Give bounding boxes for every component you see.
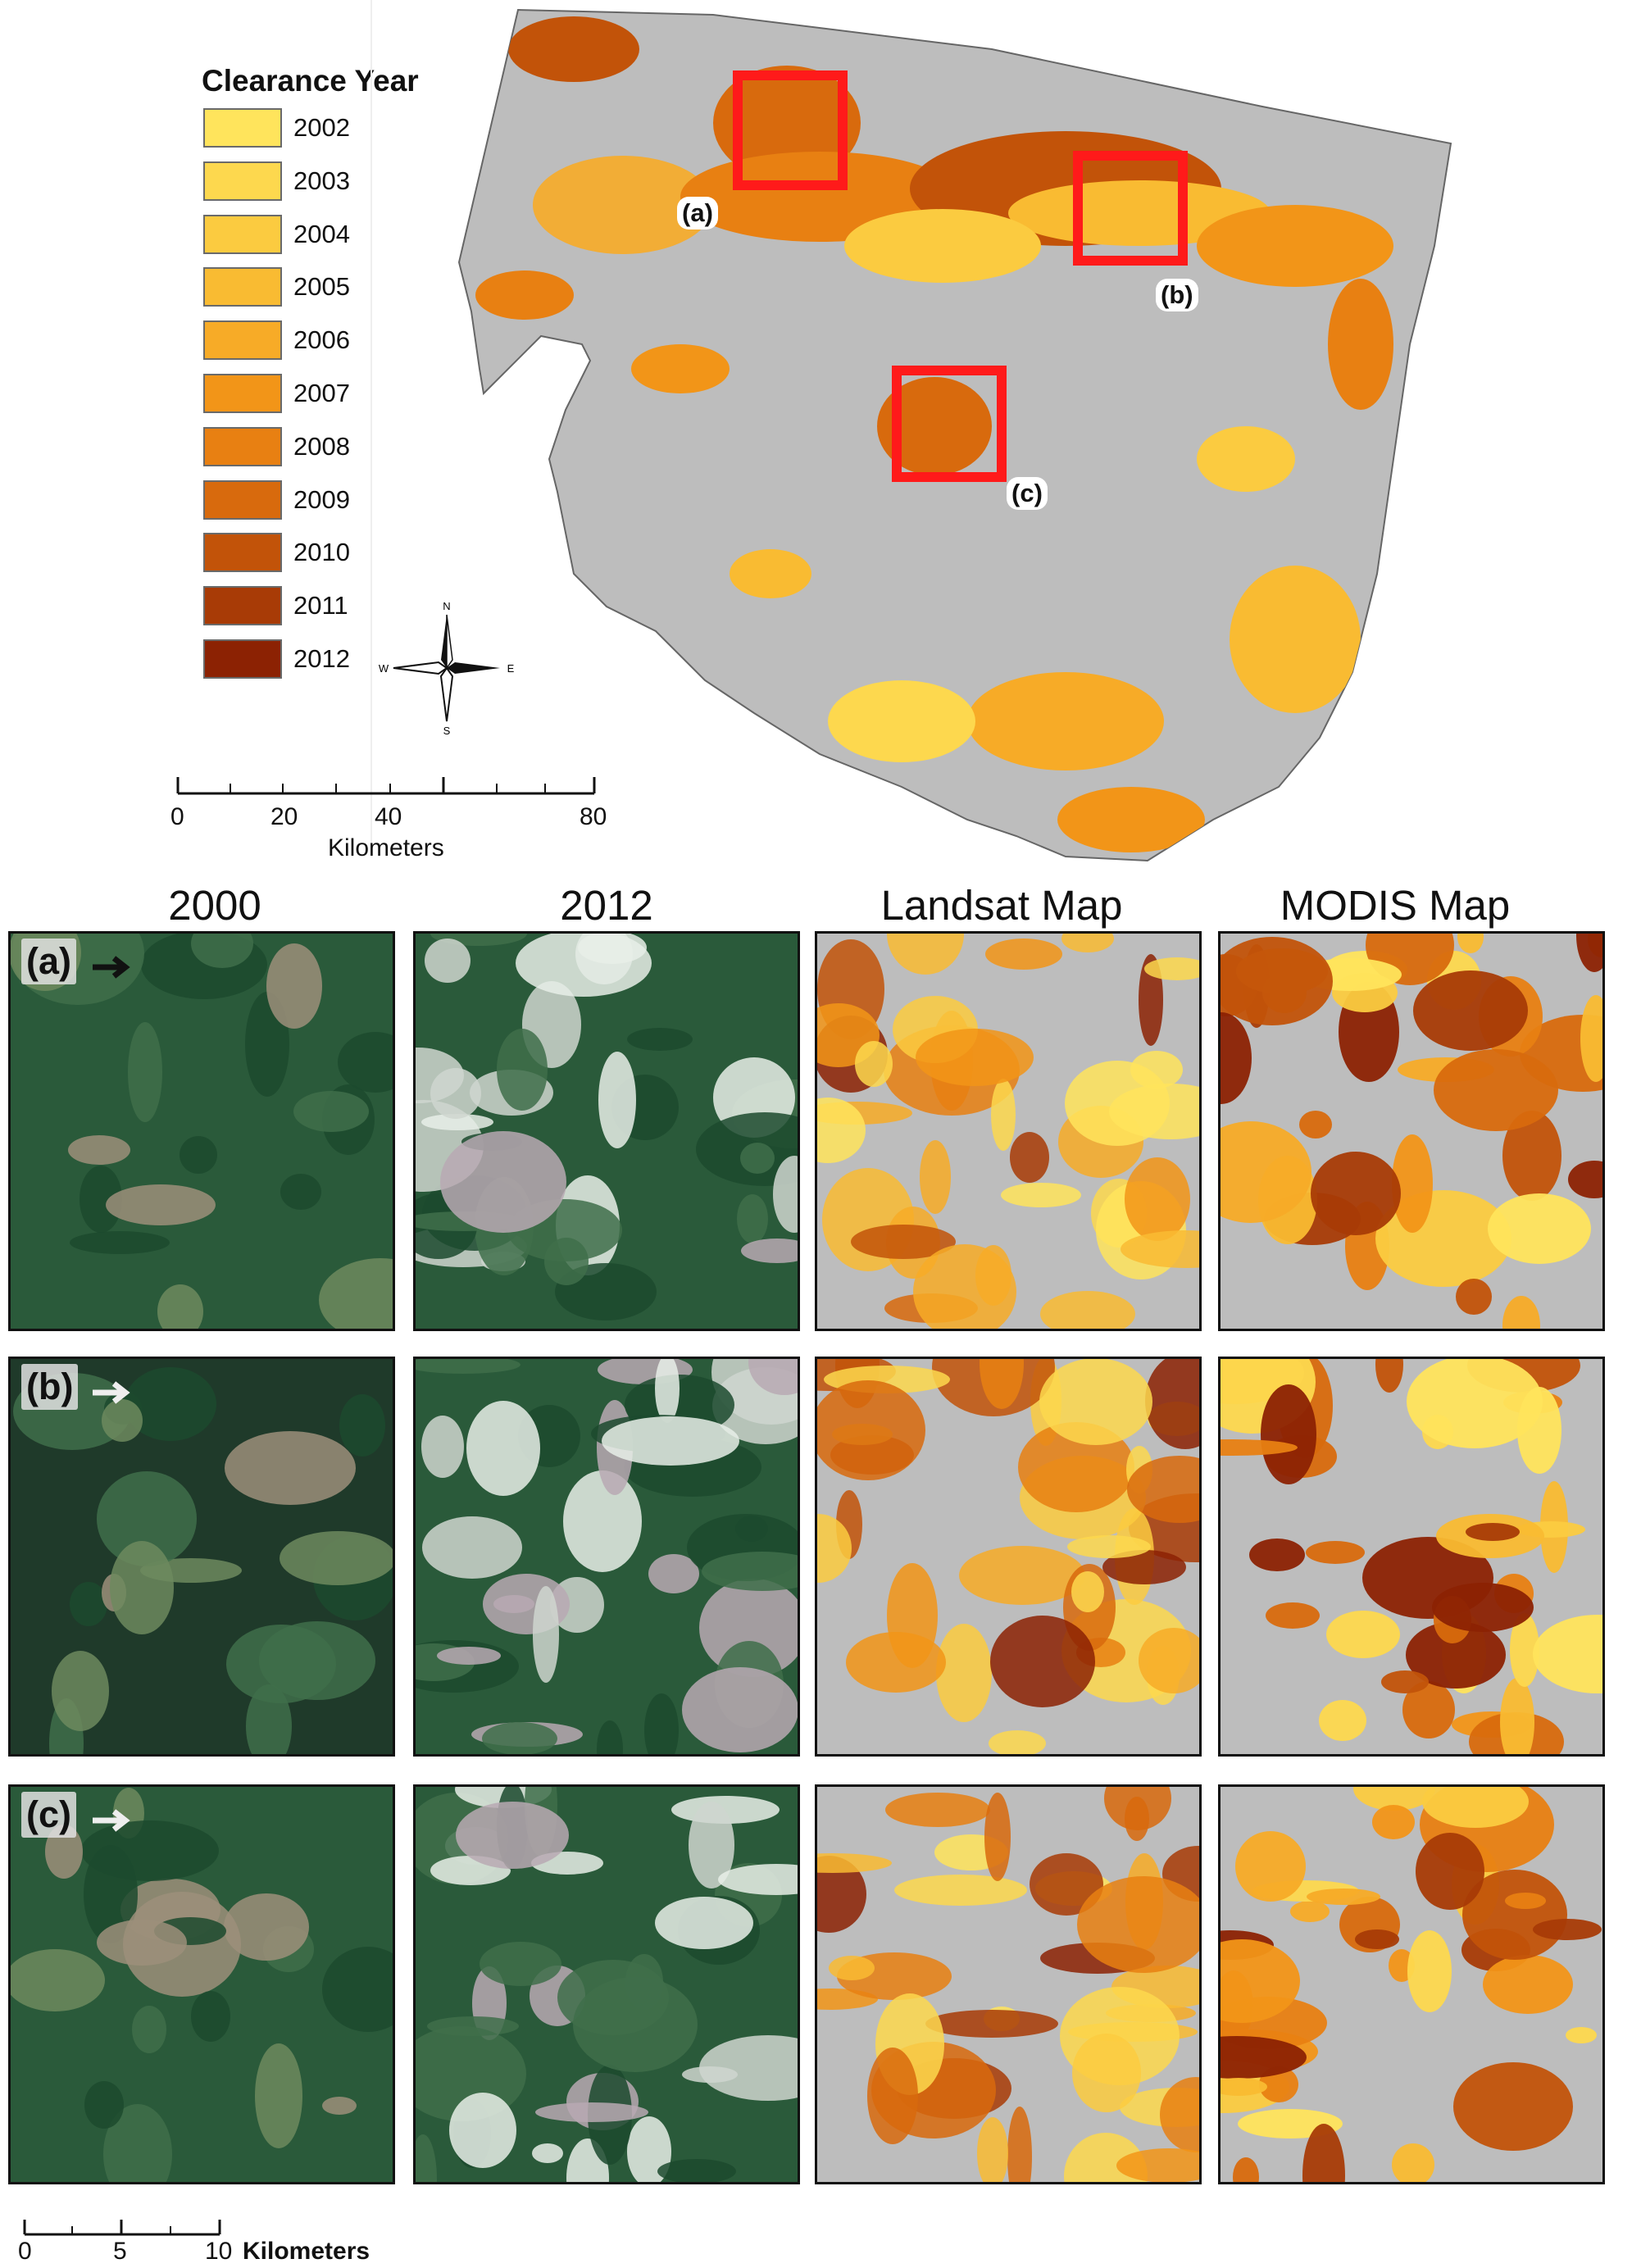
row-label-b: (b) — [21, 1364, 79, 1410]
legend-label-2005: 2005 — [293, 272, 350, 302]
legend-swatch-2002 — [203, 108, 282, 148]
compass-s: S — [443, 725, 451, 737]
legend-swatch-2004 — [203, 214, 282, 254]
legend-label-2011: 2011 — [293, 591, 348, 620]
divider — [370, 0, 372, 844]
highlight-box-c — [892, 366, 1007, 482]
compass-n: N — [443, 600, 450, 612]
legend-label-2002: 2002 — [293, 113, 350, 142]
legend-label-2008: 2008 — [293, 431, 350, 461]
scale-top-tick-40: 40 — [375, 803, 402, 830]
scale-bottom-tick-5: 5 — [113, 2238, 127, 2265]
legend-swatch-2006 — [203, 320, 282, 361]
legend-swatch-2005 — [203, 267, 282, 307]
legend-label-2006: 2006 — [293, 325, 350, 355]
north-arrow-icon: N S W E — [379, 600, 515, 737]
panel-a-modis — [1218, 931, 1605, 1331]
arrow-icon — [93, 1381, 130, 1404]
scale-top-tick-0: 0 — [170, 803, 184, 830]
panel-a-sat2000: (a) — [8, 931, 395, 1331]
panel-a-sat2012 — [413, 931, 800, 1331]
legend-swatch-2008 — [203, 426, 282, 466]
legend-title: Clearance Year — [202, 64, 419, 98]
map-label-c: (c) — [1007, 477, 1048, 510]
compass-e: E — [507, 662, 515, 675]
arrow-icon — [93, 956, 130, 979]
legend-label-2007: 2007 — [293, 379, 350, 407]
legend-label-2012: 2012 — [293, 644, 350, 673]
column-header-2012: 2012 — [560, 882, 653, 929]
scale-bottom-tick-0: 0 — [18, 2238, 32, 2265]
panel-b-sat2012 — [413, 1357, 800, 1757]
scale-bar-bottom — [23, 2220, 221, 2236]
legend-swatch-2012 — [203, 639, 282, 679]
row-label-a: (a) — [21, 939, 76, 984]
panel-c-sat2000: (c) — [8, 1784, 395, 2184]
panel-b-sat2000: (b) — [8, 1357, 395, 1757]
scale-top-tick-20: 20 — [270, 803, 298, 830]
legend-swatch-2009 — [203, 480, 282, 520]
column-header-modis: MODIS Map — [1280, 882, 1511, 929]
panel-c-sat2012 — [413, 1784, 800, 2184]
map-label-a: (a) — [677, 197, 718, 230]
highlight-box-b — [1073, 151, 1188, 266]
legend-label-2009: 2009 — [293, 484, 350, 514]
legend-swatch-2010 — [203, 533, 282, 573]
scale-bottom-tick-10: 10 — [205, 2238, 233, 2265]
scale-top-unit: Kilometers — [328, 834, 444, 861]
legend-swatch-2011 — [203, 586, 282, 626]
panel-b-modis — [1218, 1357, 1605, 1757]
legend-swatch-2003 — [203, 161, 282, 201]
row-label-c: (c) — [21, 1792, 76, 1838]
map-label-b: (b) — [1156, 279, 1198, 311]
column-header-2000: 2000 — [168, 882, 261, 929]
panel-c-landsat — [815, 1784, 1202, 2184]
legend-label-2003: 2003 — [293, 166, 350, 195]
arrow-icon — [93, 1809, 130, 1832]
panel-c-modis — [1218, 1784, 1605, 2184]
legend-label-2004: 2004 — [293, 219, 350, 248]
scale-bottom-unit: Kilometers — [243, 2238, 370, 2265]
scale-bar-top — [176, 777, 596, 795]
compass-w: W — [379, 662, 389, 675]
legend-label-2010: 2010 — [293, 538, 350, 567]
panel-a-landsat — [815, 931, 1202, 1331]
panel-b-landsat — [815, 1357, 1202, 1757]
scale-top-tick-80: 80 — [580, 803, 607, 830]
column-header-landsat: Landsat Map — [880, 882, 1123, 929]
legend-swatch-2007 — [203, 374, 282, 413]
highlight-box-a — [733, 70, 848, 190]
main-map — [457, 8, 1452, 862]
clearance-patches — [475, 16, 1393, 852]
